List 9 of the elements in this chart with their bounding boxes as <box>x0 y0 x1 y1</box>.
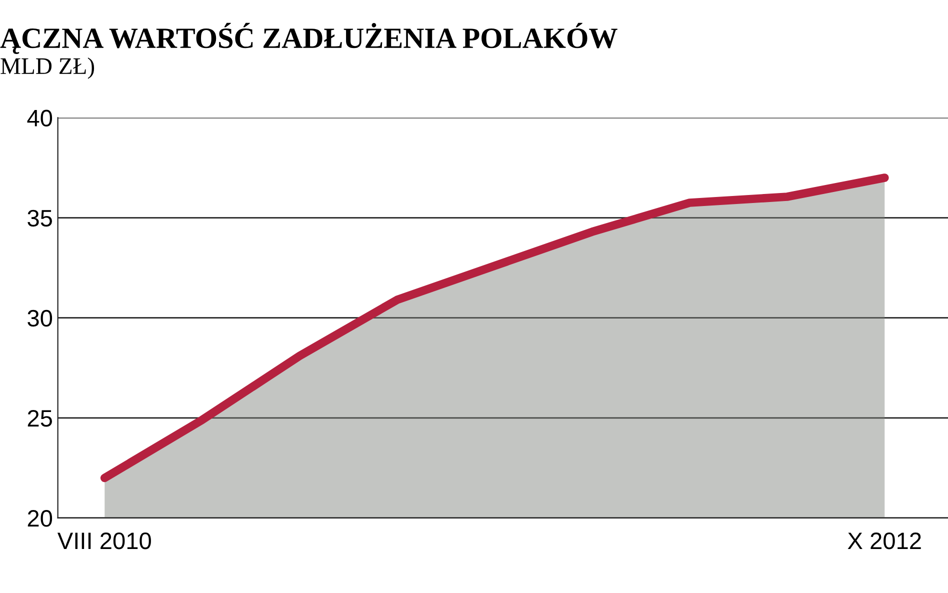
y-tick-label: 35 <box>28 210 52 227</box>
y-tick-label: 30 <box>28 310 52 327</box>
chart-title: ĄCZNA WARTOŚĆ ZADŁUŻENIA POLAKÓW <box>0 22 618 54</box>
x-tick-label: X 2012 <box>848 532 921 550</box>
chart-subtitle: MLD ZŁ) <box>0 57 94 79</box>
y-tick-label: 40 <box>27 110 52 126</box>
y-tick-label: 25 <box>28 410 52 427</box>
x-tick-label: VIII 2010 <box>57 532 151 550</box>
y-tick-label: 20 <box>28 510 52 527</box>
